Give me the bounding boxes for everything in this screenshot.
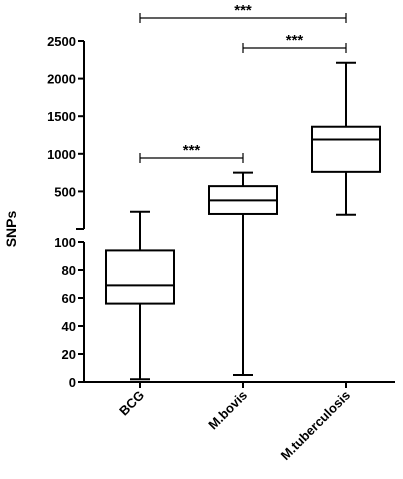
box-bcg bbox=[105, 210, 175, 381]
significance-label: *** bbox=[234, 2, 252, 19]
significance-bracket: *** bbox=[139, 2, 347, 23]
x-tick-label-m-bovis: M.bovis bbox=[205, 388, 250, 433]
x-tick-label-bcg: BCG bbox=[116, 388, 147, 419]
y-tick-label: 20 bbox=[62, 347, 76, 362]
y-axis-ticks: 0 20 40 60 80 100 500 1000 1500 2000 2500 bbox=[47, 34, 84, 390]
significance-brackets: *** *** *** bbox=[139, 2, 347, 163]
box-iqr bbox=[311, 125, 381, 173]
x-tick-label-m-tuberculosis: M.tuberculosis bbox=[278, 388, 353, 463]
boxes bbox=[105, 61, 381, 381]
significance-bracket: *** bbox=[242, 32, 347, 53]
significance-label: *** bbox=[183, 142, 201, 159]
box-iqr bbox=[105, 249, 175, 305]
y-tick-label: 100 bbox=[54, 235, 76, 250]
y-tick-label: 0 bbox=[69, 375, 76, 390]
y-tick-label: 2000 bbox=[47, 72, 76, 87]
significance-label: *** bbox=[286, 32, 304, 49]
x-axis: BCG M.bovis M.tuberculosis bbox=[84, 381, 395, 463]
y-tick-label: 40 bbox=[62, 319, 76, 334]
y-tick-label: 1500 bbox=[47, 109, 76, 124]
box-m-tuberculosis bbox=[311, 61, 381, 216]
significance-bracket: *** bbox=[139, 142, 244, 163]
y-tick-label: 500 bbox=[54, 184, 76, 199]
y-tick-label: 80 bbox=[62, 263, 76, 278]
y-axis: 0 20 40 60 80 100 500 1000 1500 2000 2500 bbox=[47, 34, 85, 390]
y-axis-label: SNPs bbox=[3, 211, 19, 248]
y-tick-label: 2500 bbox=[47, 34, 76, 49]
y-tick-label: 1000 bbox=[47, 147, 76, 162]
y-tick-label: 60 bbox=[62, 291, 76, 306]
box-m-bovis bbox=[208, 171, 278, 376]
